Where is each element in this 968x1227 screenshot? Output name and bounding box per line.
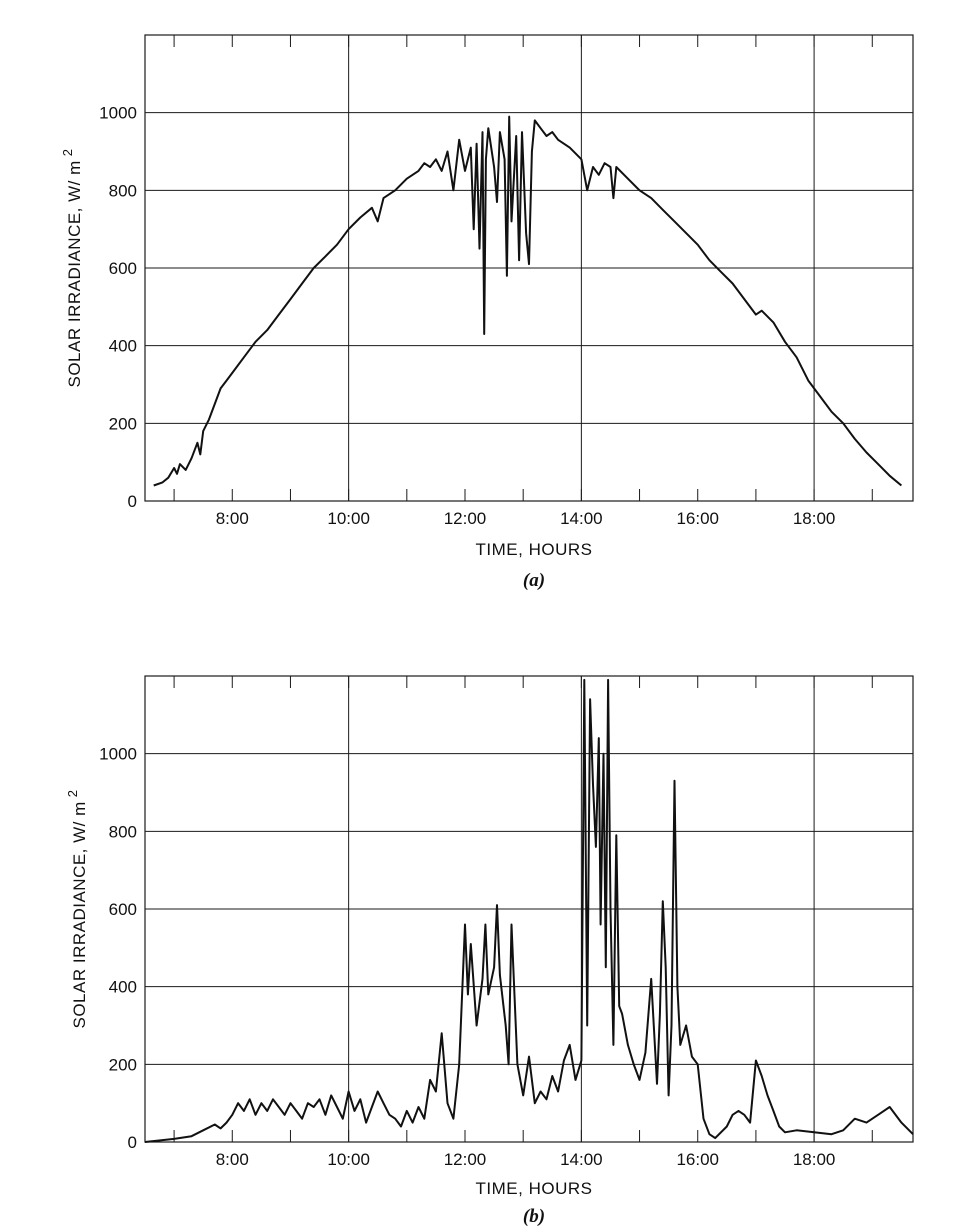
y-tick-label: 1000 — [99, 104, 137, 123]
y-tick-label: 600 — [109, 900, 137, 919]
series-line-b-0 — [144, 678, 914, 1143]
x-tick-label: 14:00 — [560, 509, 603, 528]
y-axis-label-text: SOLAR IRRADIANCE, W/ m — [70, 801, 89, 1028]
y-tick-label: 400 — [109, 337, 137, 356]
x-tick-label: 10:00 — [327, 509, 370, 528]
y-tick-label: 0 — [128, 1133, 137, 1152]
x-tick-label: 12:00 — [444, 1150, 487, 1169]
x-tick-label: 8:00 — [216, 509, 249, 528]
y-tick-label: 1000 — [99, 745, 137, 764]
x-tick-label: 16:00 — [676, 1150, 719, 1169]
chart-panel-b: 8:00 10:00 12:00 14:00 16:00 18:00 0 200 400 600 8… — [65, 675, 914, 1227]
x-axis-label: TIME, HOURS — [476, 540, 593, 559]
chart-panel-a: 8:00 10:00 12:00 14:00 16:00 18:00 0 200 400 600 8… — [60, 34, 914, 591]
x-tick-label: 10:00 — [327, 1150, 370, 1169]
y-tick-label: 0 — [128, 492, 137, 511]
panel-label-b: (b) — [523, 1206, 545, 1227]
plot-frame — [144, 34, 914, 502]
series-line-a-0 — [153, 115, 903, 487]
x-axis-label: TIME, HOURS — [476, 1179, 593, 1198]
y-tick-label: 400 — [109, 978, 137, 997]
plot-frame — [144, 675, 914, 1143]
y-tick-label: 600 — [109, 259, 137, 278]
y-tick-label: 800 — [109, 181, 137, 200]
x-tick-label: 18:00 — [793, 1150, 836, 1169]
y-axis-label-text: SOLAR IRRADIANCE, W/ m — [65, 160, 84, 387]
x-tick-label: 16:00 — [676, 509, 719, 528]
x-tick-label: 8:00 — [216, 1150, 249, 1169]
y-tick-label: 800 — [109, 822, 137, 841]
y-axis-label-superscript: 2 — [65, 789, 80, 797]
y-axis-label-superscript: 2 — [60, 148, 75, 156]
y-tick-label: 200 — [109, 1055, 137, 1074]
y-axis-label: SOLAR IRRADIANCE, W/ m 2 — [65, 789, 89, 1028]
y-axis-label: SOLAR IRRADIANCE, W/ m 2 — [60, 148, 84, 387]
x-tick-label: 12:00 — [444, 509, 487, 528]
panel-label-a: (a) — [523, 570, 545, 591]
x-tick-label: 14:00 — [560, 1150, 603, 1169]
y-tick-label: 200 — [109, 414, 137, 433]
x-tick-label: 18:00 — [793, 509, 836, 528]
